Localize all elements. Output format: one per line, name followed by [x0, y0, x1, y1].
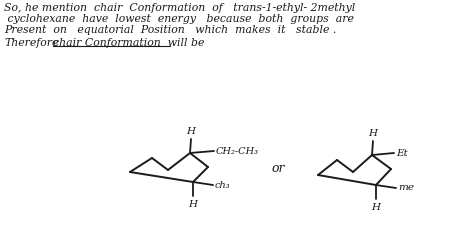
Text: H: H — [189, 200, 198, 209]
Text: me: me — [398, 183, 414, 193]
Text: H: H — [186, 127, 195, 136]
Text: chair Conformation  will be: chair Conformation will be — [53, 38, 204, 48]
Text: cyclohexane  have  lowest  energy   because  both  groups  are: cyclohexane have lowest energy because b… — [4, 14, 354, 24]
Text: So, he mention  chair  Conformation  of   trans-1-ethyl- 2methyl: So, he mention chair Conformation of tra… — [4, 3, 355, 13]
Text: Present  on   equatorial  Position   which  makes  it   stable .: Present on equatorial Position which mak… — [4, 25, 337, 35]
Text: Therefore: Therefore — [4, 38, 58, 48]
Text: H: H — [368, 129, 377, 138]
Text: ch₃: ch₃ — [215, 181, 231, 189]
Text: Et: Et — [396, 148, 408, 158]
Text: H: H — [372, 203, 381, 212]
Text: CH₂-CH₃: CH₂-CH₃ — [216, 147, 259, 155]
Text: or: or — [271, 161, 285, 174]
